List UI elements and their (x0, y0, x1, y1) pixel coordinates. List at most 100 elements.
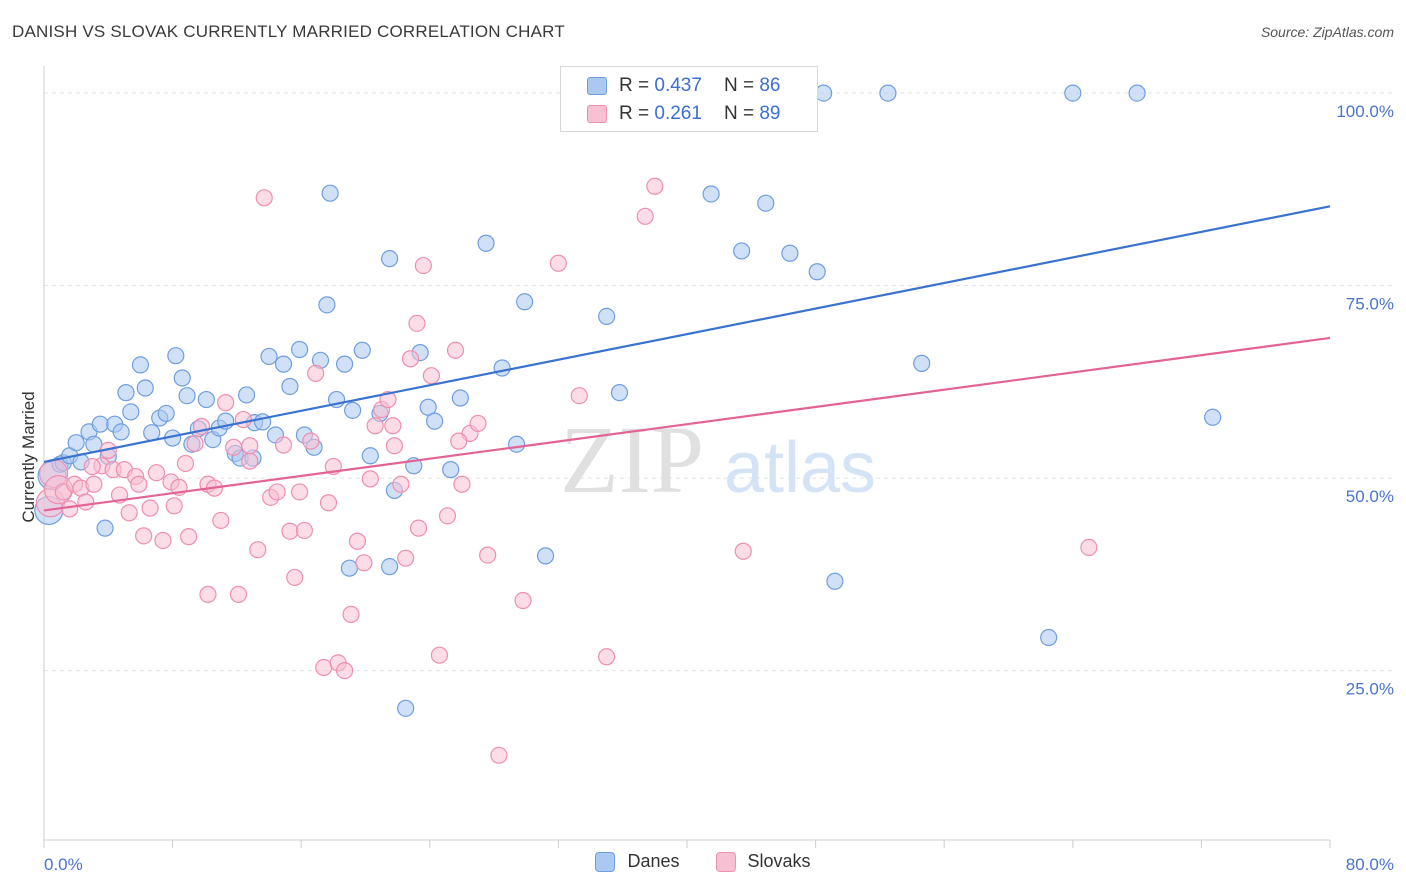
point-slovaks (366, 417, 384, 435)
point-danes (131, 356, 150, 374)
n-label: N = (723, 75, 755, 96)
point-danes (493, 359, 511, 377)
point-slovaks (315, 658, 333, 677)
point-danes (281, 377, 299, 396)
point-slovaks (646, 177, 664, 195)
point-slovaks (302, 432, 320, 450)
point-danes (781, 244, 799, 262)
point-danes (451, 389, 469, 407)
point-slovaks (438, 507, 457, 525)
slovaks-swatch (587, 105, 607, 123)
point-slovaks (180, 528, 198, 546)
point-danes (477, 234, 495, 252)
point-slovaks (186, 434, 204, 453)
point-slovaks (241, 452, 259, 470)
point-slovaks (636, 207, 654, 225)
point-slovaks (379, 390, 397, 409)
r-value: 0.261 (654, 103, 702, 124)
point-danes (173, 369, 191, 387)
point-danes (826, 572, 844, 590)
point-danes (353, 341, 371, 359)
point-danes (879, 84, 897, 102)
point-slovaks (1080, 538, 1098, 557)
point-danes (96, 519, 114, 537)
point-slovaks (598, 648, 616, 666)
trend-line-slovaks (43, 336, 1331, 512)
point-danes (381, 558, 399, 576)
point-slovaks (409, 519, 428, 537)
point-slovaks (342, 605, 360, 623)
source-credit: Source: ZipAtlas.com (1260, 24, 1394, 40)
point-slovaks (176, 454, 195, 473)
y-tick-label: 50.0% (1346, 487, 1394, 506)
y-tick-label: 100.0% (1336, 102, 1394, 121)
point-danes (237, 386, 256, 404)
point-slovaks (385, 437, 404, 455)
point-danes (178, 387, 196, 405)
n-value: 86 (759, 75, 781, 96)
point-danes (508, 435, 526, 453)
point-slovaks (83, 457, 101, 476)
point-slovaks (249, 541, 267, 559)
point-danes (91, 415, 109, 433)
point-danes (167, 347, 185, 365)
point-slovaks (120, 504, 138, 522)
point-slovaks (348, 532, 367, 550)
point-danes (67, 434, 85, 452)
watermark-atlas: atlas (724, 428, 876, 508)
point-danes (197, 390, 215, 409)
point-slovaks (549, 254, 568, 272)
axes (43, 66, 1331, 848)
point-slovaks (430, 646, 449, 664)
point-slovaks (336, 661, 354, 680)
point-danes (318, 296, 336, 314)
point-slovaks (384, 417, 402, 435)
point-slovaks (295, 521, 314, 540)
point-slovaks (392, 475, 410, 493)
point-danes (157, 404, 175, 423)
point-slovaks (154, 531, 172, 550)
x-tick-label: 0.0% (44, 855, 83, 874)
legend-item-slovaks[interactable]: Slovaks (715, 851, 811, 872)
chart-title: DANISH VS SLOVAK CURRENTLY MARRIED CORRE… (12, 22, 565, 41)
point-slovaks (453, 475, 471, 493)
point-danes (426, 412, 444, 430)
point-danes (290, 340, 309, 359)
point-slovaks (408, 314, 426, 332)
point-slovaks (397, 549, 415, 567)
point-danes (1128, 84, 1146, 102)
point-danes (598, 307, 616, 325)
stats-row-danes: R = 0.437 N = 86 (587, 73, 780, 99)
point-slovaks (319, 494, 338, 512)
n-label: N = (723, 103, 755, 124)
point-slovaks (450, 432, 468, 450)
watermark-zip: ZIP (560, 406, 704, 513)
legend-item-danes[interactable]: Danes (595, 851, 680, 872)
stats-row-slovaks: R = 0.261 N = 89 (587, 101, 780, 127)
danes-legend-swatch (595, 851, 616, 872)
point-danes (536, 547, 555, 565)
point-slovaks (490, 746, 508, 764)
point-danes (1064, 84, 1082, 102)
point-slovaks (199, 585, 217, 603)
r-label: R = (619, 75, 650, 96)
point-danes (381, 250, 399, 268)
point-danes (397, 699, 415, 717)
point-slovaks (274, 436, 293, 454)
point-slovaks (85, 475, 103, 493)
y-axis-label: Currently Married (19, 391, 38, 522)
point-slovaks (217, 394, 235, 412)
point-slovaks (570, 387, 588, 405)
trend-lines (43, 205, 1331, 512)
point-danes (419, 398, 437, 416)
point-danes (321, 184, 339, 202)
legend-label-slovaks: Slovaks (747, 851, 811, 871)
point-slovaks (130, 475, 148, 493)
point-slovaks (446, 341, 465, 359)
point-danes (516, 293, 534, 311)
tick-labels: 25.0% 50.0% 75.0% 100.0% 0.0% 80.0% (44, 102, 1394, 874)
point-danes (1040, 628, 1058, 647)
point-slovaks (422, 367, 441, 385)
point-slovaks (147, 464, 166, 482)
